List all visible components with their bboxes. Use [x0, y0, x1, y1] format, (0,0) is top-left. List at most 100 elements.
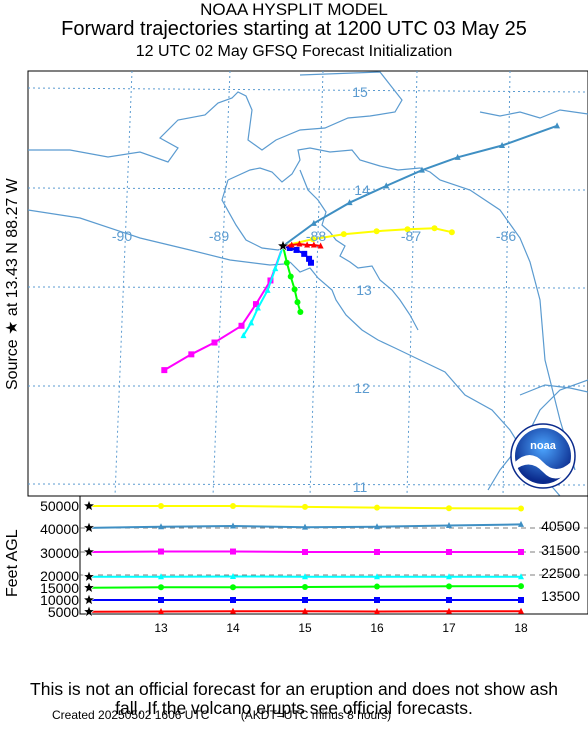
trajectory-31500-point	[161, 367, 168, 374]
lon-label: -88	[306, 228, 326, 244]
map-frame	[27, 70, 588, 497]
height-series-yellow-point	[446, 505, 452, 512]
height-series-yellow-point	[158, 503, 164, 509]
x-tick-label: 16	[370, 621, 384, 635]
height-series-magenta-point	[518, 549, 524, 555]
height-series-magenta-point	[302, 549, 308, 555]
right-height-label: 22500	[541, 565, 580, 581]
trajectory-10000-point	[293, 246, 300, 253]
height-start-star	[82, 569, 96, 583]
lon-label: -87	[401, 228, 421, 244]
y-tick-label: 50000	[40, 498, 79, 514]
coastline-mexico-guatemala	[28, 71, 403, 163]
height-trajectories	[82, 499, 524, 618]
lat-label: 11	[353, 479, 368, 495]
trajectory-22500-point	[254, 304, 261, 311]
height-axis-label: Feet AGL	[4, 529, 21, 597]
height-frame	[79, 495, 588, 615]
y-tick-label: 10000	[40, 592, 79, 608]
height-start-star	[82, 604, 96, 618]
height-y-ticks: 50000 40000 30000 20000 15000 10000 5000	[40, 498, 79, 620]
height-series-blue-point	[230, 597, 236, 603]
height-series-steelblue-point	[158, 523, 164, 530]
model-title: NOAA HYSPLIT MODEL	[200, 0, 388, 19]
height-series-cyan-point	[374, 573, 380, 580]
trajectory-22500-point	[240, 332, 247, 339]
height-series-green-point	[158, 584, 164, 591]
parallel-line	[28, 87, 588, 93]
lon-label: -90	[112, 228, 132, 244]
chart-title: Forward trajectories starting at 1200 UT…	[61, 18, 527, 40]
footer: Created 20250502 1606 UTC (AKDT=UTC minu…	[52, 708, 419, 722]
height-series-red-point	[302, 607, 308, 614]
height-series-steelblue-point	[230, 522, 236, 529]
trajectory-13500-point	[283, 259, 290, 266]
meridian-line	[406, 71, 418, 496]
lon-label: -89	[209, 228, 229, 244]
created-timestamp: Created 20250502 1606 UTC	[52, 708, 210, 722]
trajectory-13500-point	[291, 286, 298, 293]
trajectory-10000-point	[301, 250, 308, 257]
y-tick-label: 20000	[40, 568, 79, 584]
height-series-steelblue-point	[446, 522, 452, 529]
trajectory-22500-point	[272, 265, 279, 272]
parallel-line	[28, 483, 588, 486]
x-tick-label: 18	[514, 621, 528, 635]
height-series-green-point	[230, 584, 236, 591]
height-right-labels: 40500 31500 22500 13500	[541, 518, 580, 604]
source-label-strip: Source ★ at 13.43 N 88.27 W Feet AGL	[4, 177, 21, 597]
height-series-blue-point	[446, 597, 452, 603]
height-series-green-point	[374, 583, 380, 590]
height-series-red-point	[158, 608, 164, 615]
trajectory-13500-point	[294, 299, 301, 306]
height-series-cyan-point	[518, 573, 524, 580]
height-series-cyan-point	[446, 573, 452, 580]
trajectory-31500-point	[238, 322, 245, 329]
height-series-red-point	[374, 608, 380, 615]
noaa-logo-wave	[515, 455, 571, 479]
height-series-blue-point	[302, 597, 308, 603]
height-start-star	[82, 521, 96, 534]
trajectory-40500-point	[310, 219, 317, 226]
height-series-yellow-point	[374, 504, 380, 511]
trajectory-50000-point	[373, 228, 380, 235]
height-start-star	[82, 580, 96, 594]
height-series-blue-point	[158, 597, 164, 603]
y-tick-label: 40000	[40, 521, 79, 537]
trajectory-50000-point	[404, 226, 411, 233]
height-series-blue-point	[518, 597, 524, 603]
border-inland-2	[299, 169, 419, 331]
height-series-cyan-point	[302, 573, 308, 580]
x-tick-label: 13	[154, 621, 168, 635]
trajectory-50000-point	[340, 231, 347, 238]
trajectory-40500-point	[454, 153, 461, 160]
height-series-magenta-point	[158, 548, 164, 555]
height-series-cyan-point	[158, 573, 164, 580]
height-panel: 50000 40000 30000 20000 15000 10000 5000…	[40, 495, 588, 635]
height-series-red-point	[230, 607, 236, 614]
right-height-label: 13500	[541, 588, 580, 604]
map-layers	[28, 71, 588, 496]
trajectory-31500-point	[211, 339, 218, 346]
lon-label: -86	[496, 228, 516, 244]
trajectory-50000-point	[309, 236, 316, 243]
noaa-logo-text: noaa	[530, 440, 557, 452]
border-inland-1	[227, 147, 576, 471]
trajectory-5000-point	[310, 241, 317, 248]
trajectory-22500-point	[248, 319, 255, 326]
trajectory-40500-point	[346, 199, 353, 206]
height-start-star	[82, 499, 96, 512]
meridian-line	[502, 71, 511, 496]
source-star	[276, 239, 290, 252]
trajectory-lines	[161, 122, 561, 374]
x-tick-label: 14	[226, 621, 240, 635]
height-series-green-point	[302, 584, 308, 591]
trajectory-13500-point	[287, 273, 294, 280]
height-series-magenta-point	[230, 548, 236, 555]
right-height-label: 31500	[541, 542, 580, 558]
timezone-note: (AKDT=UTC minus 8 hours)	[240, 708, 392, 722]
height-series-magenta-point	[374, 549, 380, 555]
chart-subtitle: 12 UTC 02 May GFSQ Forecast Initializati…	[135, 43, 453, 60]
height-series-yellow-point	[518, 505, 524, 512]
